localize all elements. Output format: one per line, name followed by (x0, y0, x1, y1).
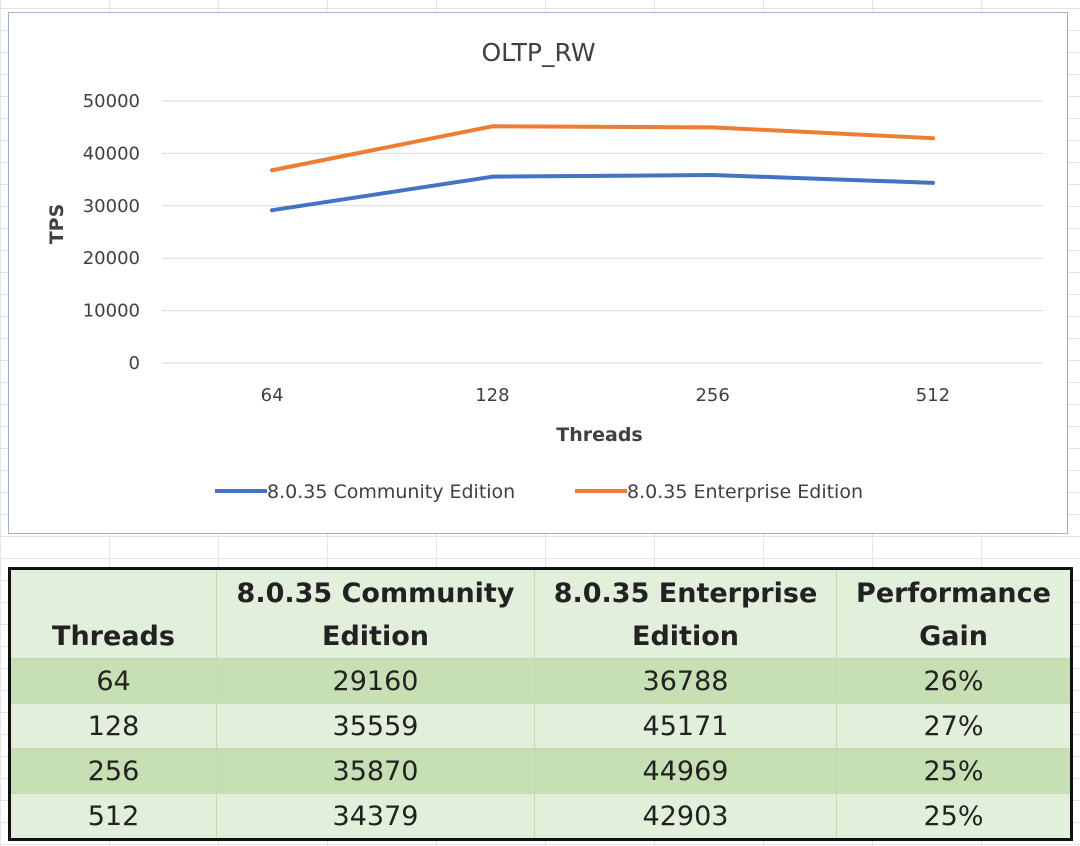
header-gain-line2: Gain (919, 621, 988, 652)
x-tick-label: 64 (261, 385, 284, 406)
y-tick-label: 30000 (83, 196, 140, 217)
data-point (710, 125, 715, 130)
cell-gain: 27% (836, 703, 1072, 749)
data-point (710, 173, 715, 178)
cell-gain: 25% (836, 748, 1072, 794)
cell-community: 34379 (216, 793, 535, 840)
cell-enterprise: 44969 (534, 748, 837, 794)
table-row: 512 34379 42903 25% (9, 793, 1072, 840)
cell-community: 35870 (216, 748, 535, 794)
cell-threads: 512 (9, 793, 217, 840)
data-point (490, 174, 495, 179)
chart-title: OLTP_RW (481, 38, 595, 67)
cell-gain: 26% (836, 658, 1072, 704)
header-community-line1: 8.0.35 Community (236, 578, 515, 609)
header-performance-gain: Performance Gain (836, 568, 1072, 659)
y-tick-label: 40000 (83, 143, 140, 164)
data-point (490, 124, 495, 129)
table-row: 128 35559 45171 27% (9, 703, 1072, 749)
header-enterprise: 8.0.35 Enterprise Edition (534, 568, 837, 659)
results-table: Threads 8.0.35 Community Edition 8.0.35 … (8, 567, 1073, 841)
x-tick-label: 512 (916, 385, 950, 406)
cell-threads: 256 (9, 748, 217, 794)
table-header-row: Threads 8.0.35 Community Edition 8.0.35 … (9, 568, 1072, 659)
cell-threads: 64 (9, 658, 217, 704)
x-axis-title: Threads (556, 424, 642, 446)
header-community: 8.0.35 Community Edition (216, 568, 535, 659)
data-point (270, 168, 275, 173)
y-tick-label: 20000 (83, 248, 140, 269)
cell-community: 35559 (216, 703, 535, 749)
chart-canvas: OLTP_RW 0 10000 20000 30000 40000 50000 64 128 25… (46, 38, 1043, 503)
y-tick-label: 0 (129, 353, 140, 374)
header-enterprise-line2: Edition (632, 621, 739, 652)
header-community-line2: Edition (322, 621, 429, 652)
cell-enterprise: 36788 (534, 658, 837, 704)
data-point (930, 136, 935, 141)
y-tick-label: 10000 (83, 301, 140, 322)
header-threads-line1: Threads (52, 621, 175, 652)
x-tick-label: 128 (475, 385, 509, 406)
data-point (930, 180, 935, 185)
cell-enterprise: 42903 (534, 793, 837, 840)
series-line-community (270, 173, 935, 213)
legend-label: 8.0.35 Enterprise Edition (627, 481, 863, 503)
header-threads: Threads (9, 568, 217, 659)
series-line-enterprise (270, 124, 935, 173)
header-enterprise-line1: 8.0.35 Enterprise (553, 578, 818, 609)
table-row: 256 35870 44969 25% (9, 748, 1072, 794)
cell-gain: 25% (836, 793, 1072, 840)
cell-enterprise: 45171 (534, 703, 837, 749)
y-axis-title: TPS (46, 204, 68, 245)
x-tick-label: 256 (695, 385, 729, 406)
line-chart[interactable]: OLTP_RW 0 10000 20000 30000 40000 50000 64 128 25… (8, 12, 1068, 534)
cell-community: 29160 (216, 658, 535, 704)
y-tick-label: 50000 (83, 91, 140, 112)
header-gain-line1: Performance (856, 578, 1051, 609)
data-point (270, 208, 275, 213)
legend-label: 8.0.35 Community Edition (267, 481, 515, 503)
cell-threads: 128 (9, 703, 217, 749)
table-row: 64 29160 36788 26% (9, 658, 1072, 704)
